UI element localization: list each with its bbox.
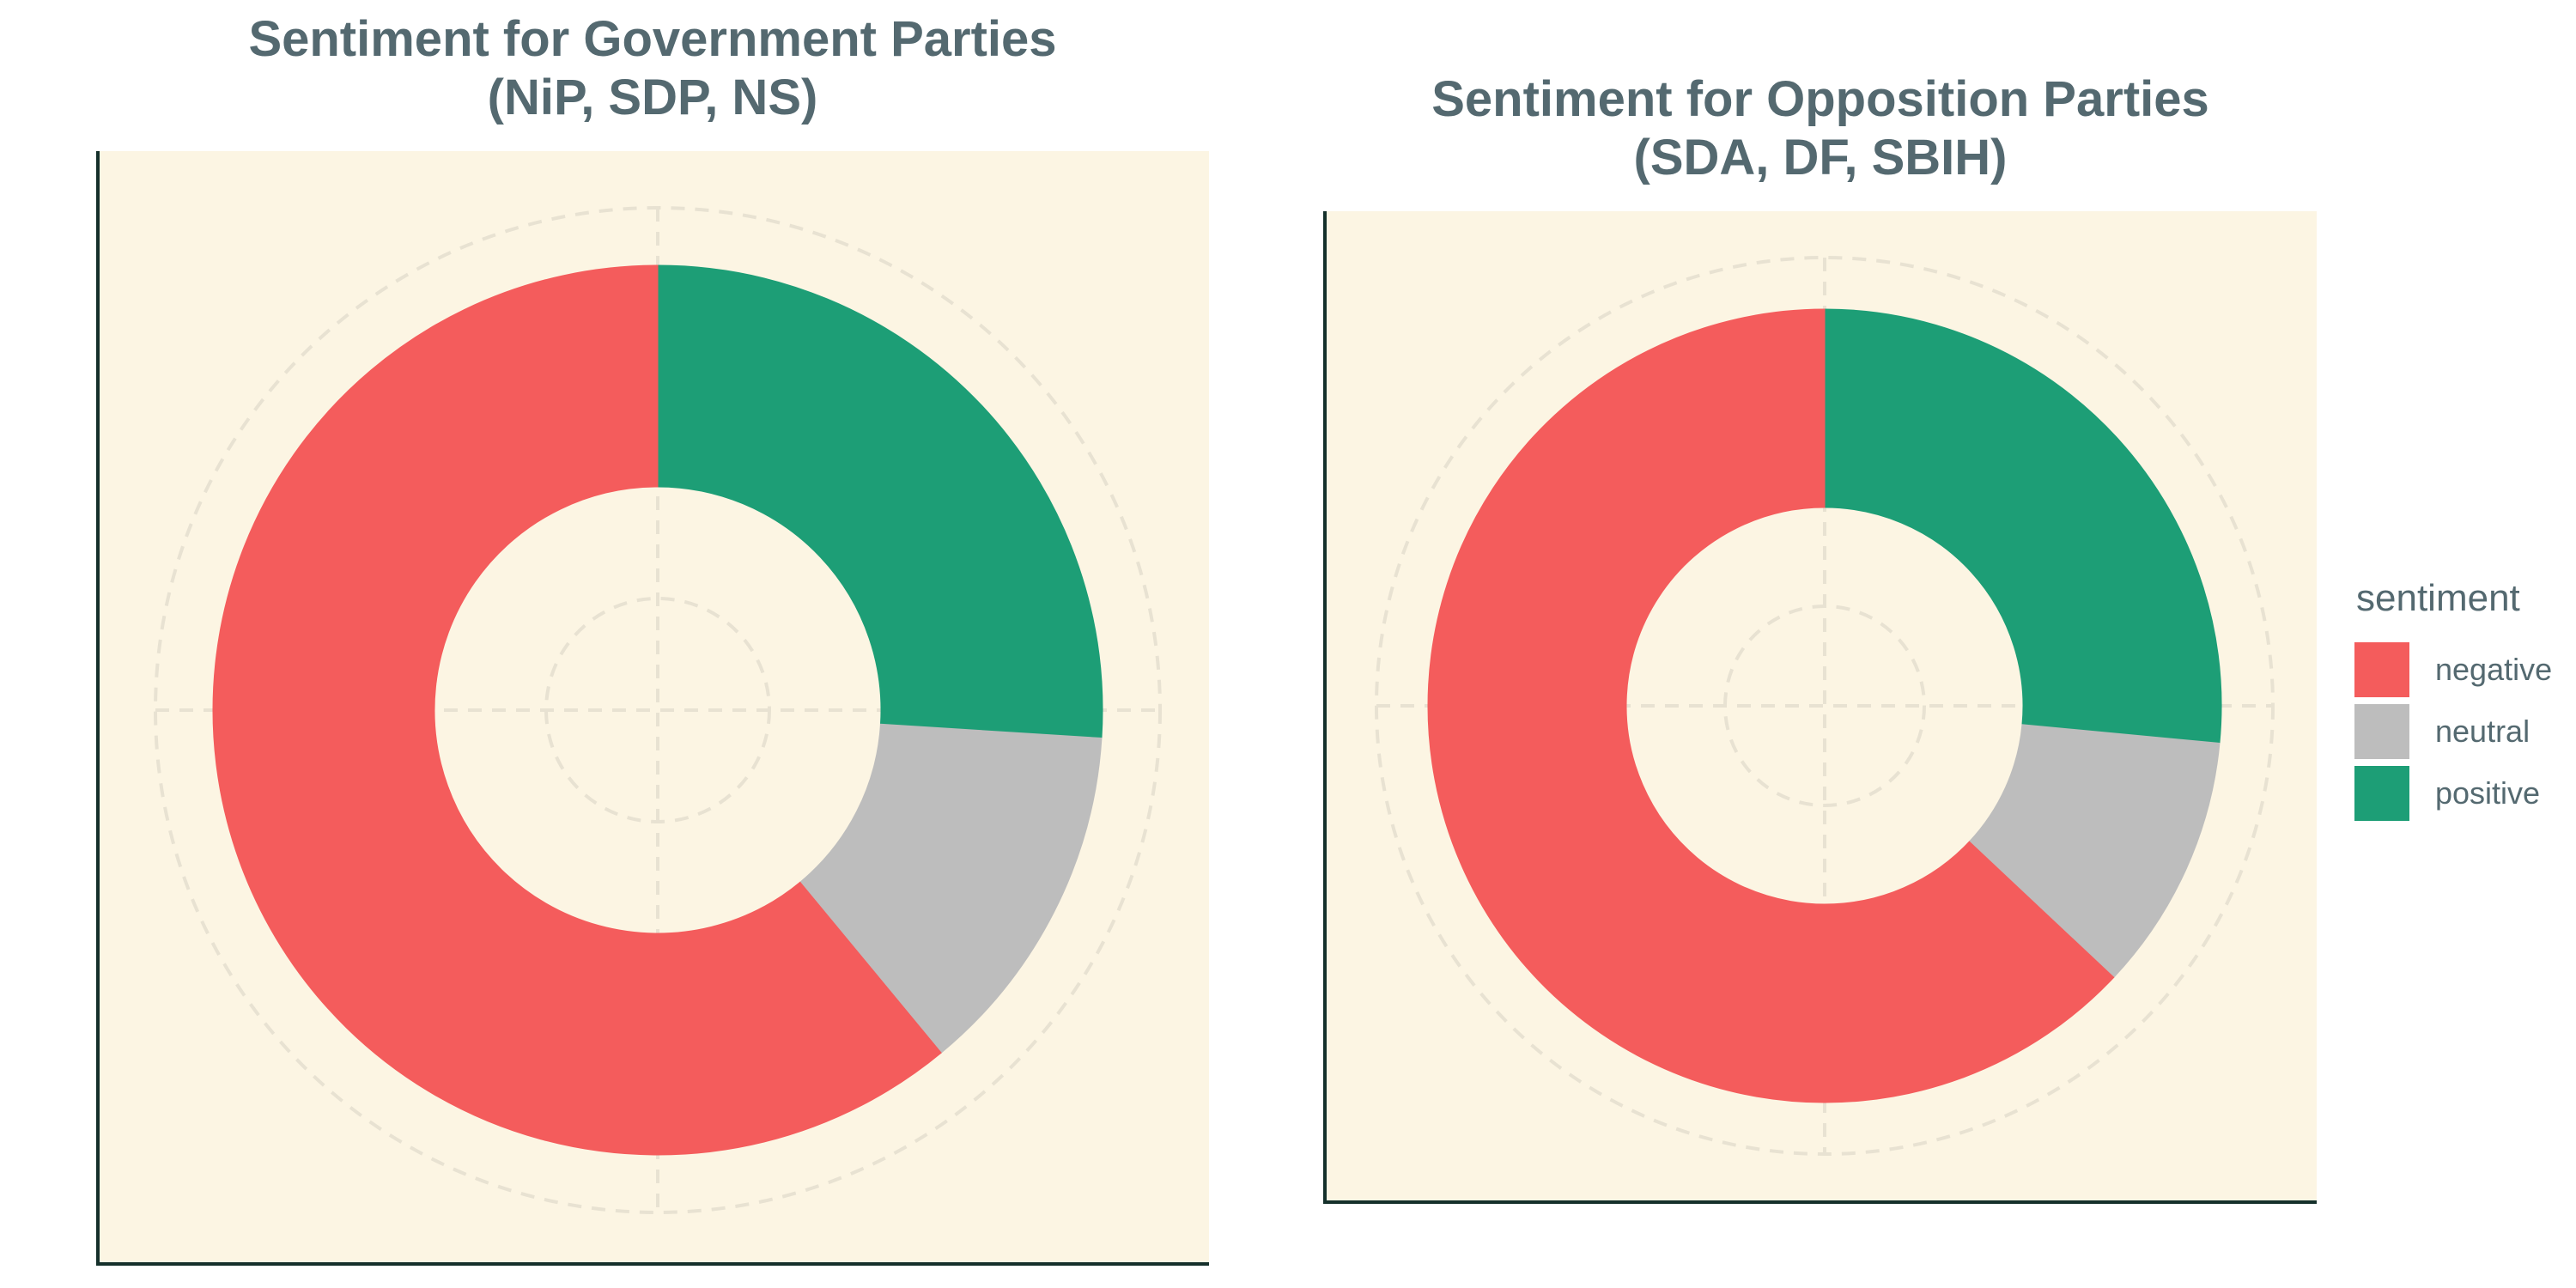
- legend-item-positive: positive: [2353, 762, 2559, 824]
- legend: sentiment negative neutral positive: [2353, 577, 2559, 824]
- slice-neutral-opposition: [1968, 724, 2221, 978]
- gridlines-government: [154, 206, 1162, 1214]
- slice-positive-government: [657, 264, 1103, 739]
- chart-panel-government: [96, 151, 1209, 1266]
- legend-key-positive: [2353, 764, 2411, 823]
- legend-label-negative: negative: [2435, 652, 2553, 687]
- legend-key-negative: [2353, 641, 2411, 699]
- legend-item-neutral: neutral: [2353, 701, 2559, 762]
- chart-title-government: Sentiment for Government Parties (NiP, S…: [99, 10, 1206, 127]
- donut-chart-opposition: [1375, 256, 2275, 1156]
- chart-title-opposition-line-1: Sentiment for Opposition Parties: [1431, 71, 2209, 127]
- chart-panel-opposition: [1323, 211, 2317, 1204]
- legend-label-positive: positive: [2435, 775, 2541, 811]
- legend-label-neutral: neutral: [2435, 714, 2530, 749]
- chart-title-government-line-1: Sentiment for Government Parties: [248, 11, 1057, 67]
- chart-title-government-line-2: (NiP, SDP, NS): [487, 70, 818, 125]
- slice-negative-government: [212, 264, 942, 1156]
- legend-key-neutral: [2353, 702, 2411, 761]
- legend-title: sentiment: [2356, 577, 2520, 619]
- slice-neutral-government: [799, 723, 1103, 1054]
- donut-chart-government: [154, 206, 1162, 1214]
- slice-positive-opposition: [1824, 308, 2222, 744]
- chart-title-opposition-line-2: (SDA, DF, SBIH): [1633, 130, 2008, 185]
- legend-item-negative: negative: [2353, 639, 2559, 701]
- slice-negative-opposition: [1427, 308, 2115, 1103]
- chart-title-opposition: Sentiment for Opposition Parties (SDA, D…: [1327, 70, 2314, 187]
